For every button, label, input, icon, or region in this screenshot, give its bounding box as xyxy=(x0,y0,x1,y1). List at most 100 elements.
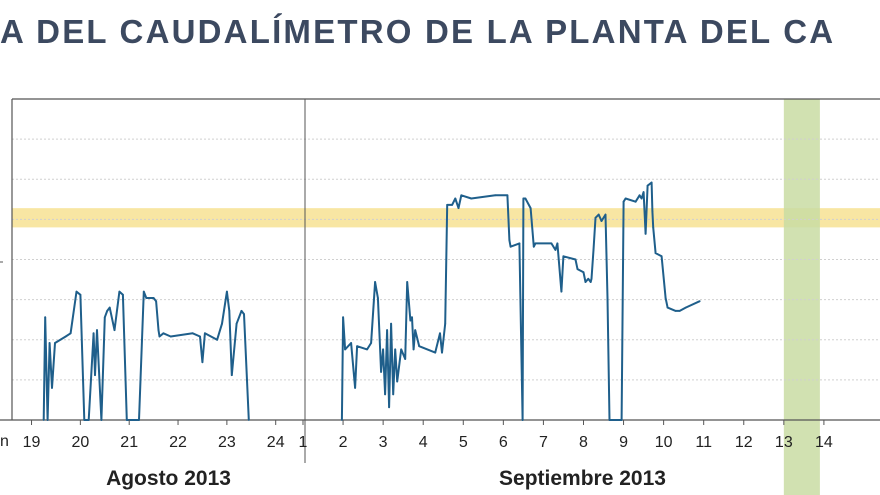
data-point xyxy=(634,200,637,203)
data-point xyxy=(574,258,577,261)
x-tick-labels: 19 20 21 22 23 24 2 3 4 5 6 7 8 9 10 11 12 13 141 xyxy=(23,420,833,451)
data-point xyxy=(162,332,165,335)
data-point xyxy=(651,210,654,213)
data-point xyxy=(155,300,158,303)
data-point xyxy=(247,419,250,421)
x-tick-label: 4 xyxy=(419,434,428,451)
data-point xyxy=(350,342,352,344)
data-point xyxy=(622,200,625,203)
data-point xyxy=(556,242,559,245)
frame-layer xyxy=(0,98,880,463)
data-point xyxy=(44,316,47,319)
data-point xyxy=(460,194,463,197)
data-point xyxy=(454,197,457,200)
data-point xyxy=(51,387,53,389)
data-point xyxy=(652,226,655,229)
data-point xyxy=(191,332,194,335)
data-point xyxy=(158,335,161,338)
data-point xyxy=(532,245,535,248)
series-layer xyxy=(42,181,701,421)
data-point xyxy=(451,204,453,206)
data-point xyxy=(392,393,395,396)
data-point xyxy=(594,216,597,219)
data-point xyxy=(522,197,525,200)
data-point xyxy=(240,310,243,312)
data-point xyxy=(69,332,72,335)
data-point xyxy=(644,232,647,235)
data-point xyxy=(584,281,587,283)
data-point xyxy=(380,371,382,373)
data-point xyxy=(606,297,609,299)
data-point xyxy=(226,290,228,293)
data-point xyxy=(412,348,415,351)
data-point xyxy=(550,242,553,245)
series-line xyxy=(42,290,250,421)
data-point xyxy=(370,342,372,344)
data-point xyxy=(446,204,449,206)
data-point xyxy=(75,290,78,293)
data-point xyxy=(654,252,657,255)
data-point xyxy=(684,306,687,309)
data-point xyxy=(96,329,98,331)
data-point xyxy=(377,297,379,299)
x-tick-label: 3 xyxy=(379,434,388,451)
data-point xyxy=(388,406,390,409)
data-point xyxy=(374,281,376,283)
data-point xyxy=(638,194,641,197)
month-labels: Agosto 2013 Septiembre 2013 xyxy=(106,467,666,490)
data-point xyxy=(354,387,356,389)
data-point xyxy=(457,207,460,210)
data-point xyxy=(620,419,623,421)
data-point xyxy=(404,358,407,360)
data-point xyxy=(589,281,592,283)
data-point xyxy=(554,249,557,251)
data-point xyxy=(125,419,128,421)
data-point xyxy=(216,338,219,341)
data-point xyxy=(118,290,121,293)
data-point xyxy=(394,348,397,351)
chart-title: A DEL CAUDALÍMETRO DE LA PLANTA DEL CA xyxy=(0,13,836,50)
data-point xyxy=(201,361,204,364)
data-point xyxy=(100,419,103,421)
data-point xyxy=(142,290,145,293)
x-tick-label: 7 xyxy=(539,434,548,451)
data-point xyxy=(366,348,368,351)
month-label: Septiembre 2013 xyxy=(499,467,666,490)
data-point xyxy=(341,419,343,421)
data-point xyxy=(356,345,358,348)
data-point xyxy=(92,332,95,335)
x-tick-label: 10 xyxy=(655,434,673,451)
data-point xyxy=(87,419,90,421)
y-axis-label: n xyxy=(0,433,9,450)
data-point xyxy=(396,380,399,383)
data-point xyxy=(524,197,527,200)
data-point xyxy=(48,342,51,344)
x-tick-label: 19 xyxy=(23,434,41,451)
data-point xyxy=(83,419,86,421)
data-point xyxy=(243,313,245,315)
data-point xyxy=(674,310,677,312)
data-point xyxy=(597,213,600,216)
data-point xyxy=(103,316,106,319)
data-point xyxy=(441,351,443,354)
data-point xyxy=(406,281,409,283)
data-point xyxy=(390,322,392,325)
data-point xyxy=(42,419,45,421)
data-point xyxy=(529,207,532,210)
data-point xyxy=(600,220,603,222)
data-point xyxy=(576,268,579,270)
data-point xyxy=(521,419,524,421)
data-point xyxy=(386,329,388,331)
data-point xyxy=(204,332,206,335)
data-point xyxy=(642,191,645,194)
x-tick-label: 6 xyxy=(499,434,508,451)
data-point xyxy=(235,322,238,325)
x-tick-label: 13 xyxy=(775,434,793,451)
data-point xyxy=(414,329,417,331)
data-point xyxy=(342,316,344,319)
data-point xyxy=(650,181,653,184)
data-point xyxy=(384,393,386,396)
data-point xyxy=(106,310,109,312)
data-point xyxy=(624,197,627,200)
